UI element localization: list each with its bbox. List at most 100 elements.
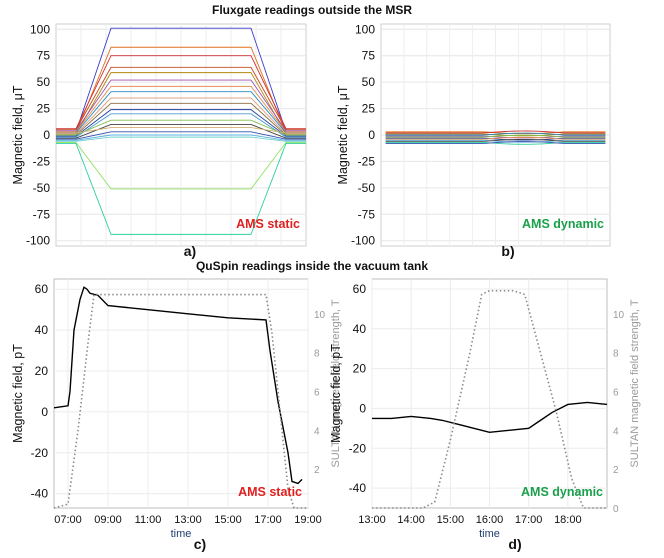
y-tick-label: 20 bbox=[35, 364, 49, 378]
x-tick-label: 13:00 bbox=[358, 514, 386, 526]
y-tick-label: -50 bbox=[33, 181, 51, 195]
series-line-2 bbox=[385, 133, 606, 137]
series-line-12 bbox=[56, 119, 306, 136]
y-tick-label: 60 bbox=[353, 282, 367, 296]
y-tick-label: -100 bbox=[351, 234, 375, 248]
annotation-label: AMS dynamic bbox=[522, 217, 604, 231]
annotation-label: AMS static bbox=[238, 485, 302, 499]
y-tick-label: 0 bbox=[43, 128, 50, 142]
plot-area bbox=[53, 278, 309, 509]
series-line-5 bbox=[56, 79, 306, 132]
sultan-field-line bbox=[372, 289, 607, 509]
y-tick-label: 75 bbox=[37, 49, 51, 63]
y2-axis-label: SULTAN magnetic field strength, T bbox=[629, 299, 641, 467]
y-axis-label: Magnetic field, pT bbox=[11, 344, 25, 443]
quspin-line bbox=[372, 401, 608, 434]
series-line-2 bbox=[56, 55, 306, 130]
panel-label: a) bbox=[184, 243, 196, 259]
x-tick-label: 15:00 bbox=[437, 514, 465, 526]
y2-tick-label: 6 bbox=[314, 388, 320, 399]
y2-axis-label: SULTAN magnetic field strength, T bbox=[330, 299, 342, 467]
series-line-4 bbox=[385, 135, 606, 139]
y-tick-label: -100 bbox=[26, 234, 50, 248]
y-tick-label: 0 bbox=[41, 405, 48, 419]
y-tick-label: 100 bbox=[355, 22, 375, 36]
series-line-9 bbox=[385, 138, 606, 142]
y2-tick-label: 4 bbox=[314, 426, 320, 437]
x-axis-label: time bbox=[171, 528, 192, 540]
x-tick-label: 15:00 bbox=[214, 514, 242, 526]
title-fluxgate: Fluxgate readings outside the MSR bbox=[212, 3, 412, 17]
panel-a: 100 75 50 25 0 -25 -50 -75 -100 Magnetic field, μ… bbox=[11, 22, 307, 259]
sultan-field-line bbox=[53, 293, 308, 509]
panel-label: b) bbox=[501, 243, 514, 259]
panel-label: d) bbox=[508, 536, 521, 552]
x-tick-label: 16:00 bbox=[476, 514, 504, 526]
series-line-8 bbox=[56, 97, 306, 135]
panel-c: 07:00 09:00 11:00 13:00 15:00 17:00 19:0060402… bbox=[11, 278, 342, 552]
x-tick-label: 17:00 bbox=[515, 514, 543, 526]
y-tick-label: -25 bbox=[33, 154, 51, 168]
y-tick-label: 40 bbox=[353, 322, 367, 336]
y2-tick-label: 6 bbox=[613, 388, 619, 399]
series-line-17 bbox=[56, 136, 306, 142]
y2-tick-label: 0 bbox=[613, 504, 619, 515]
y-tick-label: 50 bbox=[37, 75, 51, 89]
annotation-label: AMS static bbox=[236, 217, 300, 231]
series-line-3 bbox=[56, 66, 306, 131]
y2-tick-label: 2 bbox=[314, 465, 320, 476]
y-tick-label: -20 bbox=[31, 446, 49, 460]
y-tick-label: -40 bbox=[349, 481, 367, 495]
series-line-10 bbox=[56, 109, 306, 137]
series-line-11 bbox=[56, 113, 306, 138]
y-tick-label: -50 bbox=[358, 181, 376, 195]
x-tick-label: 09:00 bbox=[94, 514, 122, 526]
x-tick-label: 13:00 bbox=[174, 514, 202, 526]
annotation-label: AMS dynamic bbox=[521, 485, 603, 499]
x-tick-label: 19:00 bbox=[294, 514, 322, 526]
y2-tick-label: 8 bbox=[314, 349, 320, 360]
quspin-line bbox=[53, 286, 303, 485]
series-line-1 bbox=[385, 130, 606, 134]
y-tick-label: 40 bbox=[35, 323, 49, 337]
y2-tick-label: 2 bbox=[613, 465, 619, 476]
series-line-19 bbox=[56, 143, 306, 235]
y-tick-label: 100 bbox=[30, 22, 50, 36]
y-tick-label: -40 bbox=[31, 487, 49, 501]
x-axis-label: time bbox=[479, 528, 500, 540]
series-line-8 bbox=[385, 139, 606, 143]
y-tick-label: 25 bbox=[362, 102, 376, 116]
y2-tick-label: 10 bbox=[314, 310, 326, 321]
series-line-10 bbox=[385, 141, 606, 145]
x-tick-label: 07:00 bbox=[54, 514, 82, 526]
series-line-5 bbox=[385, 134, 606, 138]
y-tick-label: -75 bbox=[33, 207, 51, 221]
y-tick-label: -25 bbox=[358, 154, 376, 168]
y-tick-label: 0 bbox=[368, 128, 375, 142]
series-line-14 bbox=[56, 127, 306, 134]
x-tick-label: 18:00 bbox=[554, 514, 582, 526]
series-line-6 bbox=[56, 85, 306, 133]
y-tick-label: -75 bbox=[358, 207, 376, 221]
series-line-13 bbox=[56, 123, 306, 139]
panel-d: 13:00 14:00 15:00 16:00 17:00 18:006040200-20… bbox=[329, 278, 641, 552]
y2-tick-label: 10 bbox=[613, 310, 625, 321]
series-line-3 bbox=[385, 132, 606, 136]
y-tick-label: -20 bbox=[349, 441, 367, 455]
y-axis-label: Magnetic field, μT bbox=[336, 85, 350, 184]
x-tick-label: 14:00 bbox=[397, 514, 425, 526]
y-tick-label: 20 bbox=[353, 362, 367, 376]
series-line-7 bbox=[385, 136, 606, 140]
series-line-18 bbox=[56, 141, 306, 190]
y-tick-label: 50 bbox=[362, 75, 376, 89]
series-line-11 bbox=[385, 141, 606, 144]
series-line-15 bbox=[56, 131, 306, 140]
title-quspin: QuSpin readings inside the vacuum tank bbox=[196, 259, 428, 273]
series-line-0 bbox=[385, 131, 606, 135]
y2-tick-label: 8 bbox=[613, 349, 619, 360]
y-tick-label: 0 bbox=[359, 401, 366, 415]
x-tick-label: 11:00 bbox=[135, 514, 162, 526]
y-tick-label: 75 bbox=[362, 49, 376, 63]
